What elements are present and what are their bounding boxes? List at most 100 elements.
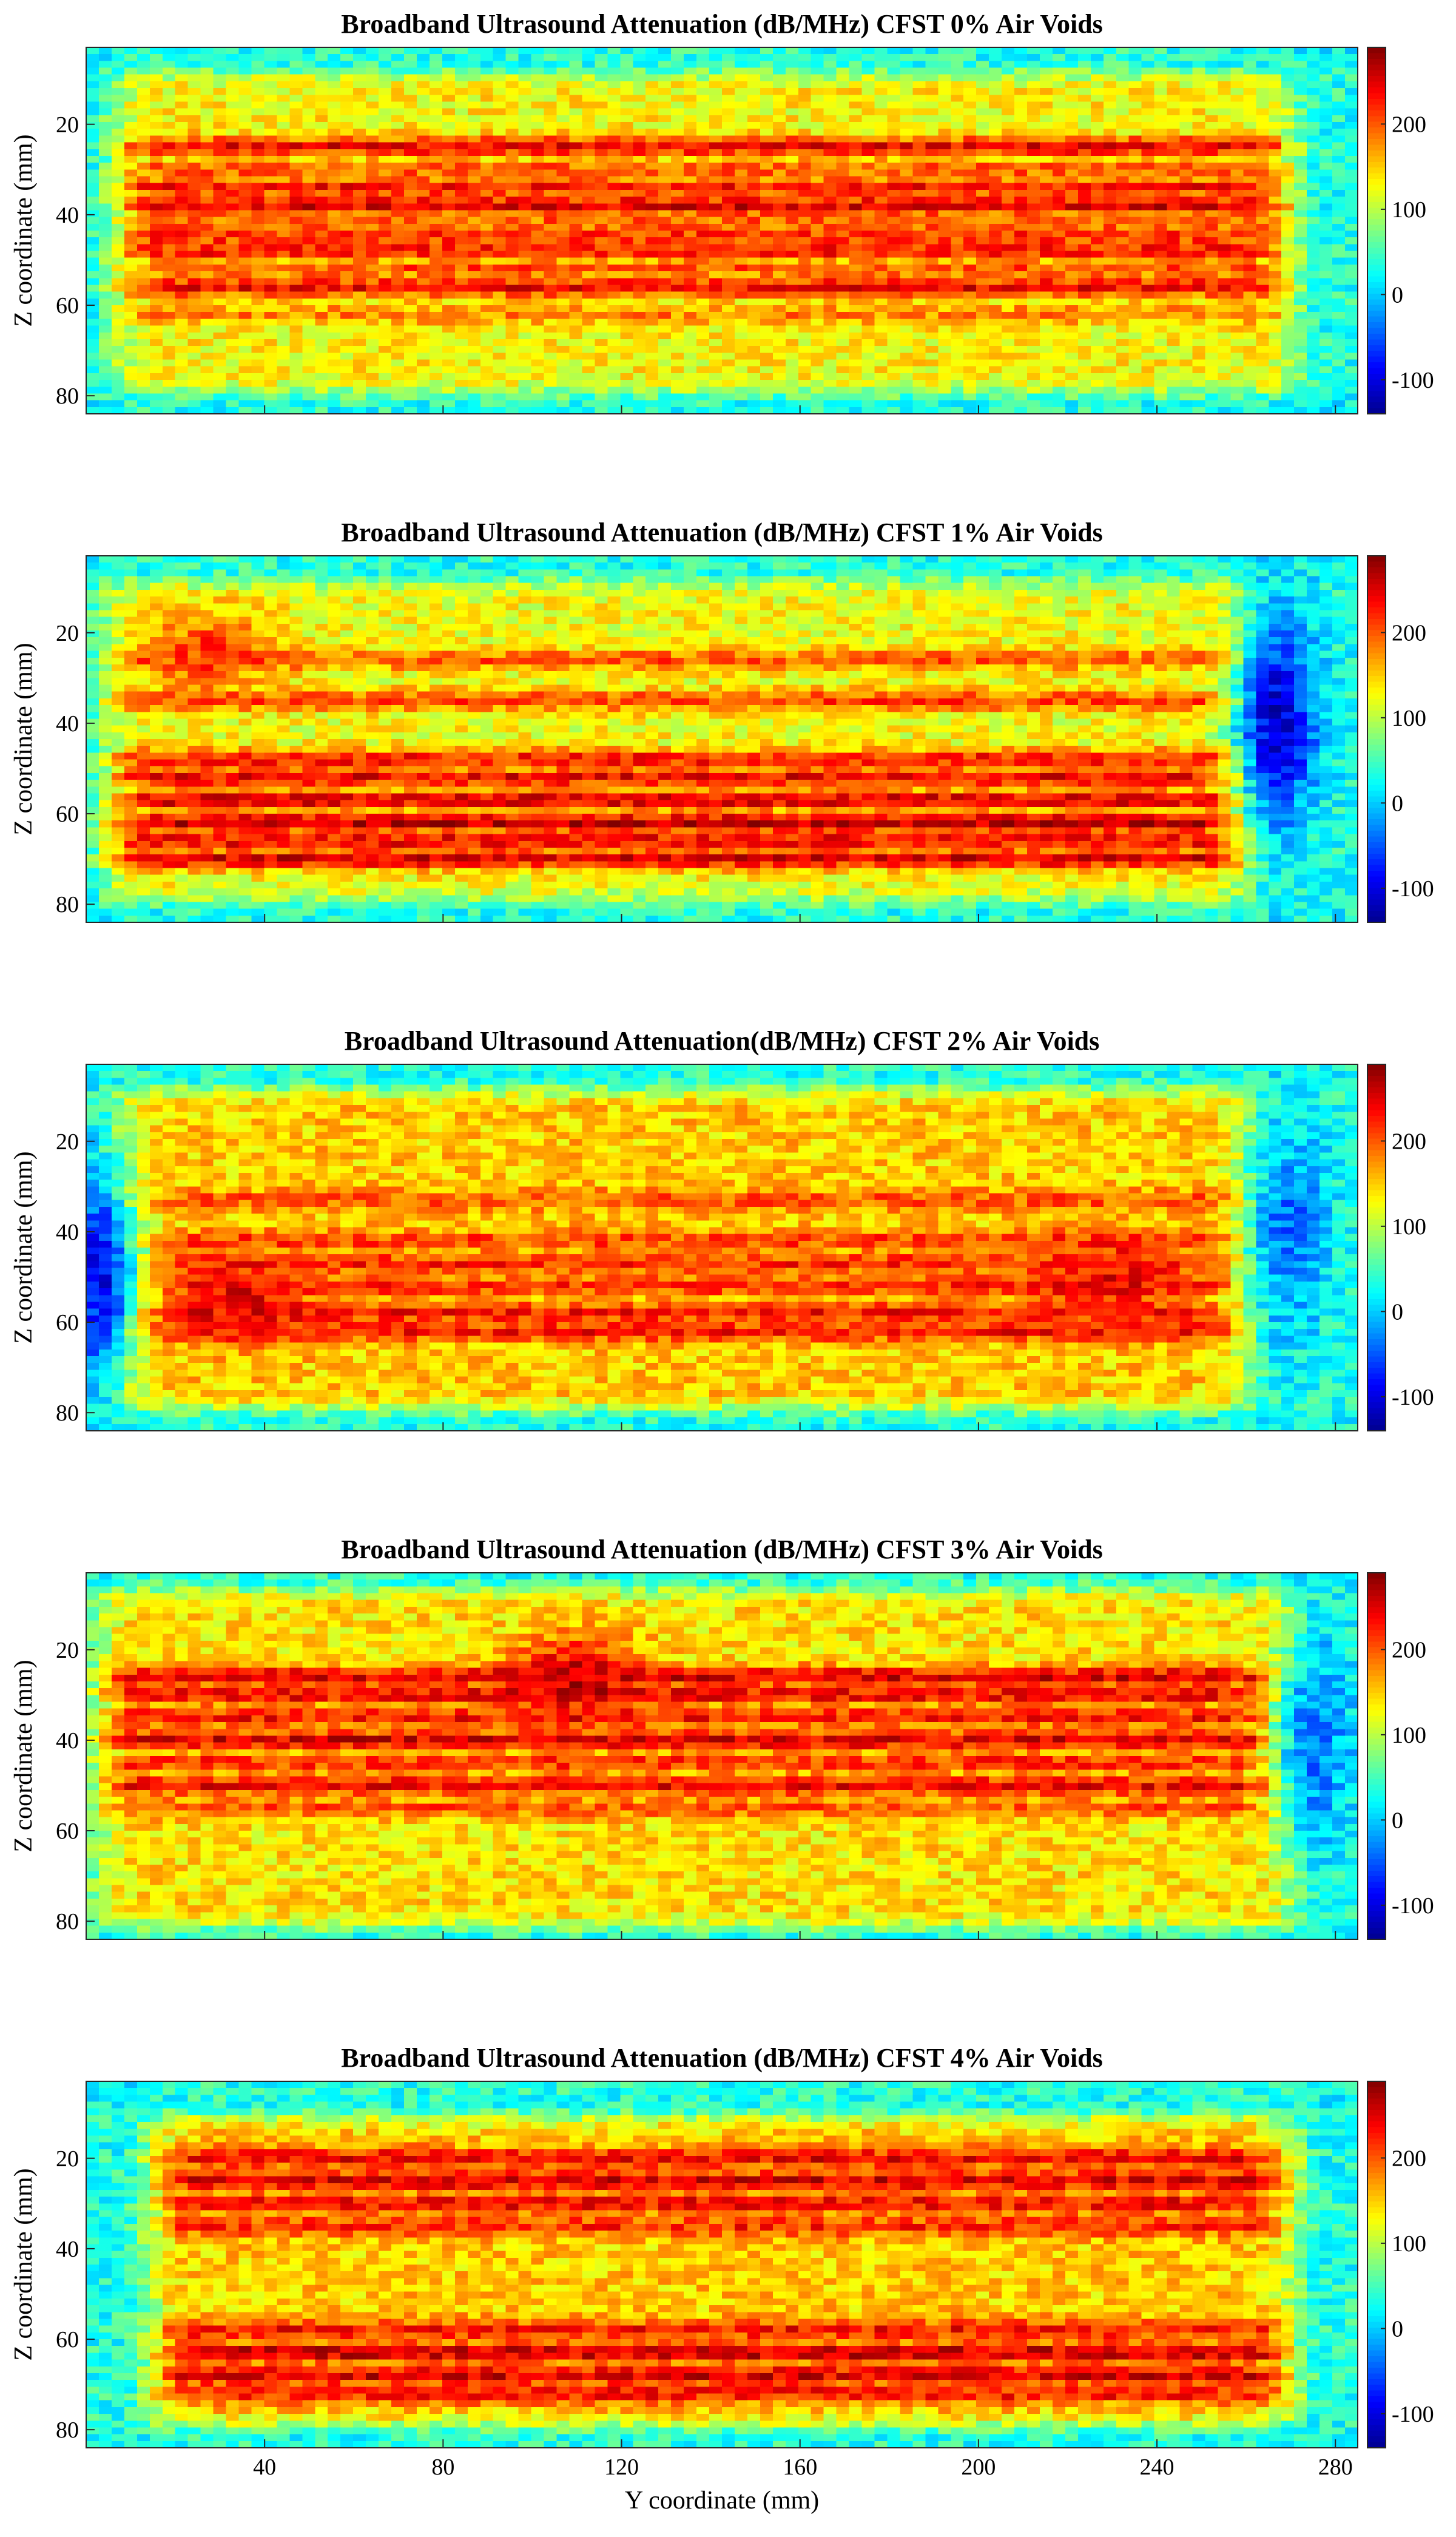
heatmap-cell — [366, 333, 379, 340]
heatmap-cell — [1307, 237, 1320, 245]
heatmap-cell — [1218, 333, 1231, 340]
heatmap-cell — [99, 224, 112, 231]
heatmap-cell — [1218, 339, 1231, 346]
heatmap-cell — [404, 224, 417, 231]
heatmap-cell — [404, 244, 417, 251]
heatmap-cell — [340, 353, 354, 360]
heatmap-cell — [645, 88, 659, 95]
heatmap-cell — [201, 292, 214, 299]
heatmap-cell — [1078, 333, 1091, 340]
heatmap-cell — [417, 183, 430, 191]
heatmap-cell — [99, 244, 112, 251]
heatmap-cell — [137, 373, 150, 380]
heatmap-cell — [1281, 353, 1295, 360]
heatmap-cell — [1307, 81, 1320, 89]
heatmap-cell — [1129, 183, 1142, 191]
heatmap-cell — [163, 169, 176, 177]
heatmap-cell — [442, 380, 456, 387]
heatmap-cell — [582, 224, 595, 231]
heatmap-cell — [1332, 244, 1346, 251]
heatmap-cell — [251, 156, 265, 163]
heatmap-cell — [239, 285, 252, 292]
heatmap-cell — [837, 149, 850, 157]
heatmap-cell — [1167, 75, 1181, 82]
heatmap-cell — [887, 367, 900, 374]
heatmap-cell — [722, 149, 735, 157]
heatmap-cell — [315, 373, 328, 380]
heatmap-cell — [430, 244, 443, 251]
heatmap-cell — [900, 47, 913, 55]
heatmap-cell — [1129, 312, 1142, 319]
heatmap-cell — [137, 333, 150, 340]
heatmap-cell — [582, 190, 595, 197]
heatmap-cell — [786, 143, 799, 150]
heatmap-cell — [747, 265, 761, 272]
heatmap-cell — [99, 143, 112, 150]
heatmap-cell — [951, 129, 964, 136]
heatmap-cell — [99, 319, 112, 326]
heatmap-cell — [1307, 190, 1320, 197]
heatmap-cell — [531, 47, 545, 55]
heatmap-cell — [1205, 265, 1218, 272]
heatmap-cell — [1205, 339, 1218, 346]
heatmap-cell — [747, 183, 761, 191]
heatmap-cell — [887, 61, 900, 68]
heatmap-cell — [531, 75, 545, 82]
heatmap-cell — [531, 149, 545, 157]
heatmap-cell — [912, 360, 926, 367]
heatmap-cell — [480, 163, 494, 170]
heatmap-cell — [976, 143, 989, 150]
heatmap-cell — [1167, 292, 1181, 299]
heatmap-cell — [455, 339, 468, 346]
heatmap-cell — [137, 380, 150, 387]
heatmap-cell — [1116, 143, 1130, 150]
heatmap-cell — [239, 143, 252, 150]
heatmap-cell — [900, 101, 913, 109]
heatmap-cell — [976, 251, 989, 258]
heatmap-cell — [786, 367, 799, 374]
heatmap-cell — [1218, 237, 1231, 245]
heatmap-cell — [391, 190, 405, 197]
heatmap-cell — [620, 353, 633, 360]
heatmap-cell — [1193, 149, 1206, 157]
heatmap-cell — [175, 81, 189, 89]
heatmap-cell — [976, 163, 989, 170]
heatmap-cell — [1091, 251, 1104, 258]
heatmap-cell — [455, 210, 468, 217]
heatmap-cell — [519, 353, 532, 360]
heatmap-cell — [328, 360, 341, 367]
heatmap-cell — [557, 88, 570, 95]
heatmap-cell — [468, 54, 481, 61]
heatmap-cell — [391, 360, 405, 367]
heatmap-cell — [1142, 224, 1155, 231]
heatmap-cell — [760, 54, 774, 61]
heatmap-cell — [811, 156, 824, 163]
heatmap-cell — [1230, 353, 1244, 360]
heatmap-cell — [315, 109, 328, 116]
heatmap-cell — [582, 197, 595, 204]
heatmap-cell — [379, 61, 392, 68]
heatmap-cell — [671, 333, 684, 340]
heatmap-cell — [1040, 333, 1053, 340]
heatmap-cell — [1002, 312, 1015, 319]
heatmap-cell — [912, 319, 926, 326]
heatmap-cell — [976, 197, 989, 204]
heatmap-cell — [722, 285, 735, 292]
heatmap-cell — [696, 312, 710, 319]
heatmap-cell — [645, 380, 659, 387]
heatmap-cell — [696, 143, 710, 150]
heatmap-cell — [1065, 135, 1079, 143]
heatmap-cell — [798, 95, 812, 102]
heatmap-cell — [1205, 305, 1218, 312]
heatmap-cell — [607, 95, 621, 102]
heatmap-cell — [379, 129, 392, 136]
heatmap-cell — [837, 305, 850, 312]
heatmap-cell — [1281, 373, 1295, 380]
heatmap-cell — [1180, 203, 1193, 211]
heatmap-cell — [239, 319, 252, 326]
heatmap-cell — [671, 224, 684, 231]
heatmap-cell — [1154, 305, 1168, 312]
heatmap-cell — [1320, 346, 1333, 353]
heatmap-cell — [747, 203, 761, 211]
heatmap-cell — [188, 101, 201, 109]
